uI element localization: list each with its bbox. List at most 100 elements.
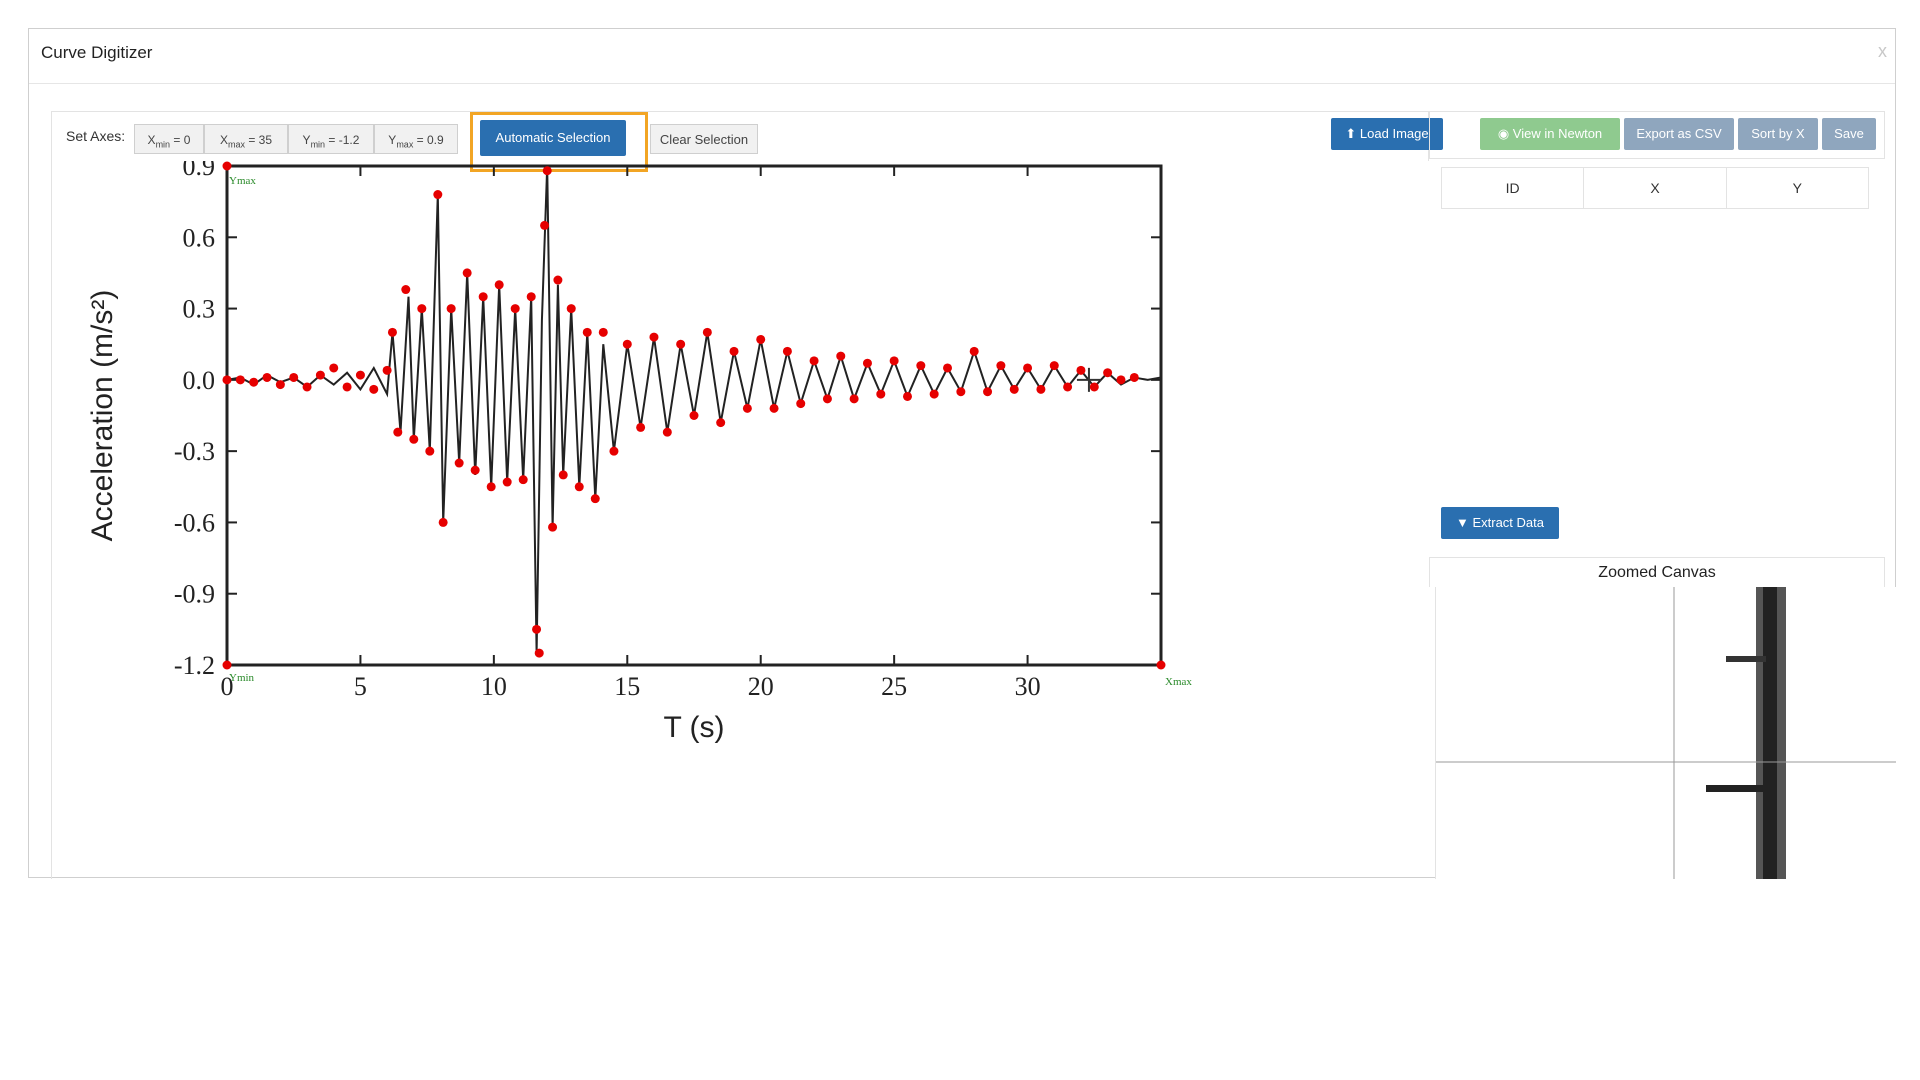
- data-point: [342, 382, 352, 392]
- ymin-value: = -1.2: [325, 133, 360, 147]
- x-tick-label: 10: [481, 672, 507, 701]
- ymax-button[interactable]: Ymax = 0.9: [374, 124, 458, 154]
- xmax-button[interactable]: Xmax = 35: [204, 124, 288, 154]
- plot-canvas[interactable]: 0 5 10 15 20 25 30 0.9 0.6 0.3 0.0 -0.3 -0.6 -0.9 -1.2…: [51, 161, 1429, 879]
- data-point: [1129, 372, 1139, 382]
- zoom-svg: [1436, 587, 1896, 879]
- automatic-selection-button[interactable]: Automatic Selection: [480, 120, 626, 156]
- data-point: [486, 482, 496, 492]
- data-point: [836, 351, 846, 361]
- ymin-prefix: Y: [302, 133, 311, 147]
- xmin-prefix: X: [147, 133, 156, 147]
- y-tick-label: -0.9: [174, 580, 215, 609]
- column-y[interactable]: Y: [1792, 180, 1802, 196]
- extract-data-label: Extract Data: [1472, 515, 1544, 530]
- x-tick-label: 25: [881, 672, 907, 701]
- xmax-prefix: X: [219, 133, 228, 147]
- data-point: [558, 470, 568, 480]
- y-tick-label: 0.3: [183, 295, 216, 324]
- curve-digitizer-dialog: Curve Digitizer x Set Axes: Xmin = 0 Xma…: [28, 28, 1897, 879]
- data-point: [315, 370, 325, 380]
- data-point: [582, 327, 592, 337]
- y-tick-label: -0.3: [174, 437, 215, 466]
- data-point: [943, 363, 953, 373]
- column-id[interactable]: ID: [1442, 168, 1585, 208]
- data-point: [742, 403, 752, 413]
- view-in-newton-button[interactable]: ◉ View in Newton: [1480, 118, 1620, 150]
- data-point: [1049, 361, 1059, 371]
- close-icon[interactable]: x: [1878, 41, 1887, 61]
- data-point: [249, 377, 259, 387]
- xmax-marker: Xmax: [1165, 676, 1192, 688]
- view-newton-label: View in Newton: [1512, 126, 1603, 141]
- x-tick-label: 30: [1015, 672, 1041, 701]
- export-csv-button[interactable]: Export as CSV: [1624, 118, 1734, 150]
- data-point: [956, 387, 966, 397]
- data-point: [1156, 660, 1166, 670]
- data-point: [796, 399, 806, 409]
- ymin-sub: min: [310, 139, 326, 150]
- load-image-button[interactable]: ⬆ Load Image: [1331, 118, 1443, 150]
- column-x[interactable]: X: [1584, 168, 1727, 208]
- data-point: [275, 380, 285, 390]
- ymax-value: = 0.9: [413, 133, 444, 147]
- data-point: [689, 411, 699, 420]
- data-point: [235, 375, 245, 385]
- data-point: [983, 387, 993, 397]
- ymin-marker: Ymin: [229, 672, 255, 684]
- y-tick-label: 0.6: [183, 223, 216, 252]
- dialog-title: Curve Digitizer: [41, 43, 153, 62]
- data-point: [1076, 365, 1086, 375]
- data-point: [756, 334, 766, 344]
- data-point: [329, 363, 339, 373]
- extract-data-button[interactable]: ▼ Extract Data: [1441, 507, 1559, 539]
- data-point: [969, 346, 979, 356]
- data-point: [769, 403, 779, 413]
- xmin-sub: min: [155, 139, 171, 150]
- right-panel: ◉ View in Newton Export as CSV Sort by X…: [1429, 111, 1897, 879]
- series-line: [226, 165, 1162, 654]
- data-point: [438, 517, 448, 527]
- data-point: [417, 304, 427, 314]
- data-point: [446, 304, 456, 314]
- data-point: [916, 361, 926, 371]
- x-tick-label: 15: [614, 672, 640, 701]
- data-point: [662, 427, 672, 437]
- data-point: [540, 220, 550, 230]
- data-point: [996, 361, 1006, 371]
- data-point: [622, 339, 632, 349]
- data-point: [532, 624, 542, 634]
- ymax-prefix: Y: [388, 133, 397, 147]
- xmin-button[interactable]: Xmin = 0: [134, 124, 204, 154]
- upload-icon: ⬆: [1345, 126, 1360, 141]
- zoom-tick-lower: [1706, 785, 1766, 792]
- data-point: [553, 275, 563, 285]
- data-table-header: ID X Y: [1441, 167, 1869, 209]
- data-point: [636, 422, 646, 432]
- data-point: [409, 434, 419, 444]
- data-point: [387, 327, 397, 337]
- data-point: [494, 280, 504, 290]
- sort-by-x-button[interactable]: Sort by X: [1738, 118, 1818, 150]
- data-point: [809, 356, 819, 366]
- xmax-sub: max: [227, 139, 245, 150]
- eye-icon: ◉: [1497, 126, 1513, 141]
- zoom-trace: [1763, 587, 1777, 879]
- chart-svg[interactable]: 0 5 10 15 20 25 30 0.9 0.6 0.3 0.0 -0.3 -0.6 -0.9 -1.2…: [52, 161, 1428, 877]
- data-point: [454, 458, 464, 468]
- zoom-tick-upper: [1726, 656, 1766, 662]
- data-point: [302, 382, 312, 392]
- save-button[interactable]: Save: [1822, 118, 1876, 150]
- data-point: [262, 372, 272, 382]
- ymin-button[interactable]: Ymin = -1.2: [288, 124, 374, 154]
- data-point: [1103, 368, 1113, 378]
- data-point: [510, 304, 520, 314]
- data-point: [518, 475, 528, 485]
- y-tick-label: -1.2: [174, 651, 215, 680]
- clear-selection-button[interactable]: Clear Selection: [650, 124, 758, 154]
- dialog-header: Curve Digitizer x: [29, 29, 1895, 84]
- x-axis-label: T (s): [663, 711, 724, 744]
- data-point: [566, 304, 576, 314]
- x-tick-label: 0: [221, 672, 234, 701]
- xmax-value: = 35: [245, 133, 273, 147]
